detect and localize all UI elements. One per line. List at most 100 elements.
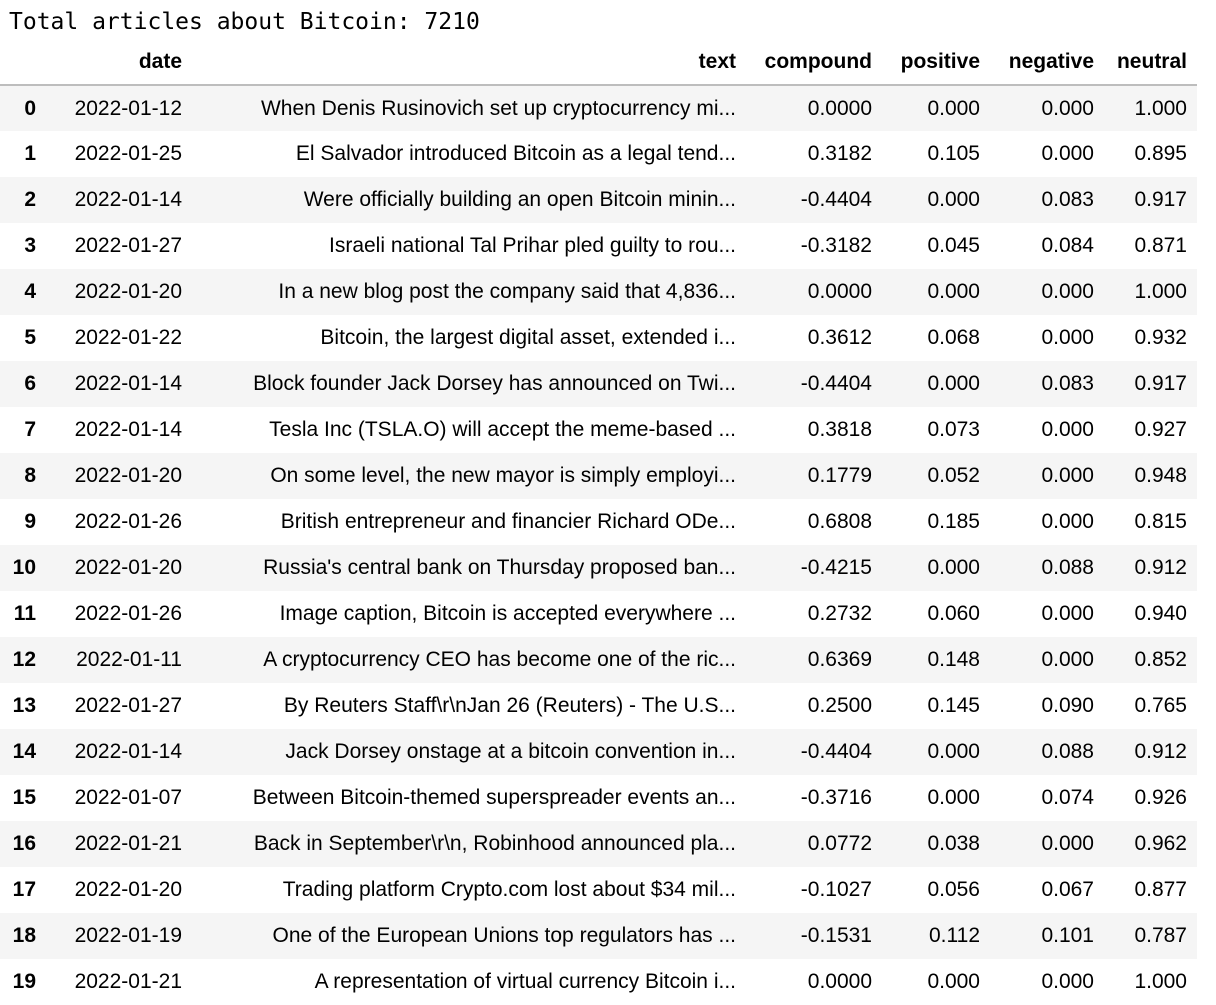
- table-row: 11 2022-01-26 Image caption, Bitcoin is ac…: [0, 591, 1197, 637]
- cell-positive: 0.148: [927, 648, 980, 671]
- cell-text: A cryptocurrency CEO has become one of t…: [263, 648, 736, 671]
- cell-negative: 0.067: [1041, 878, 1094, 901]
- row-index: 10: [12, 556, 36, 579]
- cell-negative: 0.084: [1041, 234, 1094, 257]
- table-row: 18 2022-01-19 One of the European Unions t…: [0, 913, 1197, 959]
- cell-date: 2022-01-27: [74, 694, 182, 717]
- row-index: 13: [12, 694, 36, 717]
- cell-text: By Reuters Staff\r\nJan 26 (Reuters) - T…: [283, 694, 736, 717]
- table-row: 7 2022-01-14 Tesla Inc (TSLA.O) will accep…: [0, 407, 1197, 453]
- dataframe-body: 0 2022-01-12 When Denis Rusinovich set up …: [0, 85, 1197, 1005]
- cell-text: Jack Dorsey onstage at a bitcoin convent…: [285, 740, 736, 763]
- cell-negative: 0.000: [1041, 648, 1094, 671]
- cell-positive: 0.073: [927, 418, 980, 441]
- cell-positive: 0.000: [927, 96, 980, 120]
- cell-positive: 0.000: [927, 786, 980, 809]
- cell-date: 2022-01-26: [74, 602, 182, 625]
- cell-date: 2022-01-21: [74, 832, 182, 855]
- cell-compound: 0.3612: [807, 326, 872, 349]
- cell-positive: 0.112: [929, 924, 980, 947]
- index-column-header: [0, 40, 46, 86]
- column-header-text: text: [192, 40, 746, 86]
- cell-text: Back in September\r\n, Robinhood announc…: [253, 832, 736, 855]
- cell-neutral: 0.917: [1134, 372, 1187, 395]
- cell-positive: 0.038: [927, 832, 980, 855]
- row-index: 16: [12, 832, 36, 855]
- cell-text: In a new blog post the company said that…: [278, 280, 736, 303]
- cell-neutral: 0.948: [1134, 464, 1187, 487]
- cell-neutral: 0.927: [1134, 418, 1187, 441]
- cell-date: 2022-01-26: [74, 510, 182, 533]
- row-index: 1: [24, 142, 36, 165]
- cell-negative: 0.088: [1041, 556, 1094, 579]
- cell-positive: 0.000: [927, 372, 980, 395]
- row-index: 4: [24, 280, 36, 303]
- cell-neutral: 0.926: [1134, 786, 1187, 809]
- cell-compound: -0.4215: [800, 556, 872, 579]
- cell-compound: -0.4404: [800, 740, 872, 763]
- row-index: 15: [12, 786, 36, 809]
- table-row: 8 2022-01-20 On some level, the new mayor …: [0, 453, 1197, 499]
- cell-text: Israeli national Tal Prihar pled guilty …: [329, 234, 736, 257]
- cell-compound: 0.0772: [807, 832, 872, 855]
- cell-text: On some level, the new mayor is simply e…: [270, 464, 736, 487]
- cell-compound: -0.4404: [800, 188, 872, 211]
- table-row: 17 2022-01-20 Trading platform Crypto.com …: [0, 867, 1197, 913]
- table-row: 16 2022-01-21 Back in September\r\n, Robin…: [0, 821, 1197, 867]
- table-row: 14 2022-01-14 Jack Dorsey onstage at a bit…: [0, 729, 1197, 775]
- cell-neutral: 0.912: [1134, 556, 1187, 579]
- cell-compound: 0.0000: [807, 280, 872, 303]
- column-header-positive: positive: [882, 40, 990, 86]
- table-row: 19 2022-01-21 A representation of virtual …: [0, 959, 1197, 1005]
- cell-date: 2022-01-20: [74, 878, 182, 901]
- cell-neutral: 0.932: [1134, 326, 1187, 349]
- cell-positive: 0.000: [927, 188, 980, 211]
- cell-negative: 0.000: [1041, 970, 1094, 993]
- cell-compound: -0.1027: [800, 878, 872, 901]
- row-index: 19: [12, 970, 36, 993]
- cell-negative: 0.083: [1041, 372, 1094, 395]
- cell-text: When Denis Rusinovich set up cryptocurre…: [260, 96, 736, 120]
- table-row: 10 2022-01-20 Russia's central bank on Thu…: [0, 545, 1197, 591]
- cell-positive: 0.000: [927, 970, 980, 993]
- row-index: 14: [12, 740, 36, 763]
- cell-positive: 0.185: [927, 510, 980, 533]
- cell-text: A representation of virtual currency Bit…: [314, 970, 736, 993]
- cell-neutral: 0.940: [1134, 602, 1187, 625]
- cell-positive: 0.052: [927, 464, 980, 487]
- cell-date: 2022-01-22: [74, 326, 182, 349]
- row-index: 12: [12, 648, 36, 671]
- cell-neutral: 1.000: [1134, 280, 1187, 303]
- cell-neutral: 0.871: [1134, 234, 1187, 257]
- cell-text: Image caption, Bitcoin is accepted every…: [279, 602, 736, 625]
- cell-text: One of the European Unions top regulator…: [272, 924, 736, 947]
- cell-positive: 0.000: [927, 556, 980, 579]
- cell-date: 2022-01-12: [74, 96, 182, 120]
- cell-text: Between Bitcoin-themed superspreader eve…: [252, 786, 736, 809]
- column-header-negative: negative: [990, 40, 1104, 86]
- cell-positive: 0.068: [927, 326, 980, 349]
- cell-compound: 0.6808: [807, 510, 872, 533]
- cell-date: 2022-01-14: [74, 372, 182, 395]
- cell-neutral: 0.912: [1134, 740, 1187, 763]
- cell-text: Block founder Jack Dorsey has announced …: [253, 372, 736, 395]
- table-row: 0 2022-01-12 When Denis Rusinovich set up …: [0, 85, 1197, 131]
- table-row: 12 2022-01-11 A cryptocurrency CEO has bec…: [0, 637, 1197, 683]
- cell-neutral: 1.000: [1134, 970, 1187, 993]
- cell-date: 2022-01-25: [74, 142, 182, 165]
- cell-positive: 0.000: [927, 740, 980, 763]
- cell-negative: 0.090: [1041, 694, 1094, 717]
- cell-compound: 0.1779: [807, 464, 872, 487]
- cell-compound: -0.4404: [800, 372, 872, 395]
- cell-text: Russia's central bank on Thursday propos…: [263, 556, 736, 579]
- row-index: 17: [12, 878, 36, 901]
- cell-compound: -0.3182: [800, 234, 872, 257]
- column-header-date: date: [46, 40, 192, 86]
- row-index: 11: [13, 602, 36, 625]
- cell-neutral: 0.917: [1134, 188, 1187, 211]
- header-row: date text compound positive negative neu…: [0, 40, 1197, 86]
- table-row: 2 2022-01-14 Were officially building an o…: [0, 177, 1197, 223]
- cell-negative: 0.101: [1041, 924, 1094, 947]
- cell-neutral: 0.962: [1134, 832, 1187, 855]
- cell-compound: 0.2732: [807, 602, 872, 625]
